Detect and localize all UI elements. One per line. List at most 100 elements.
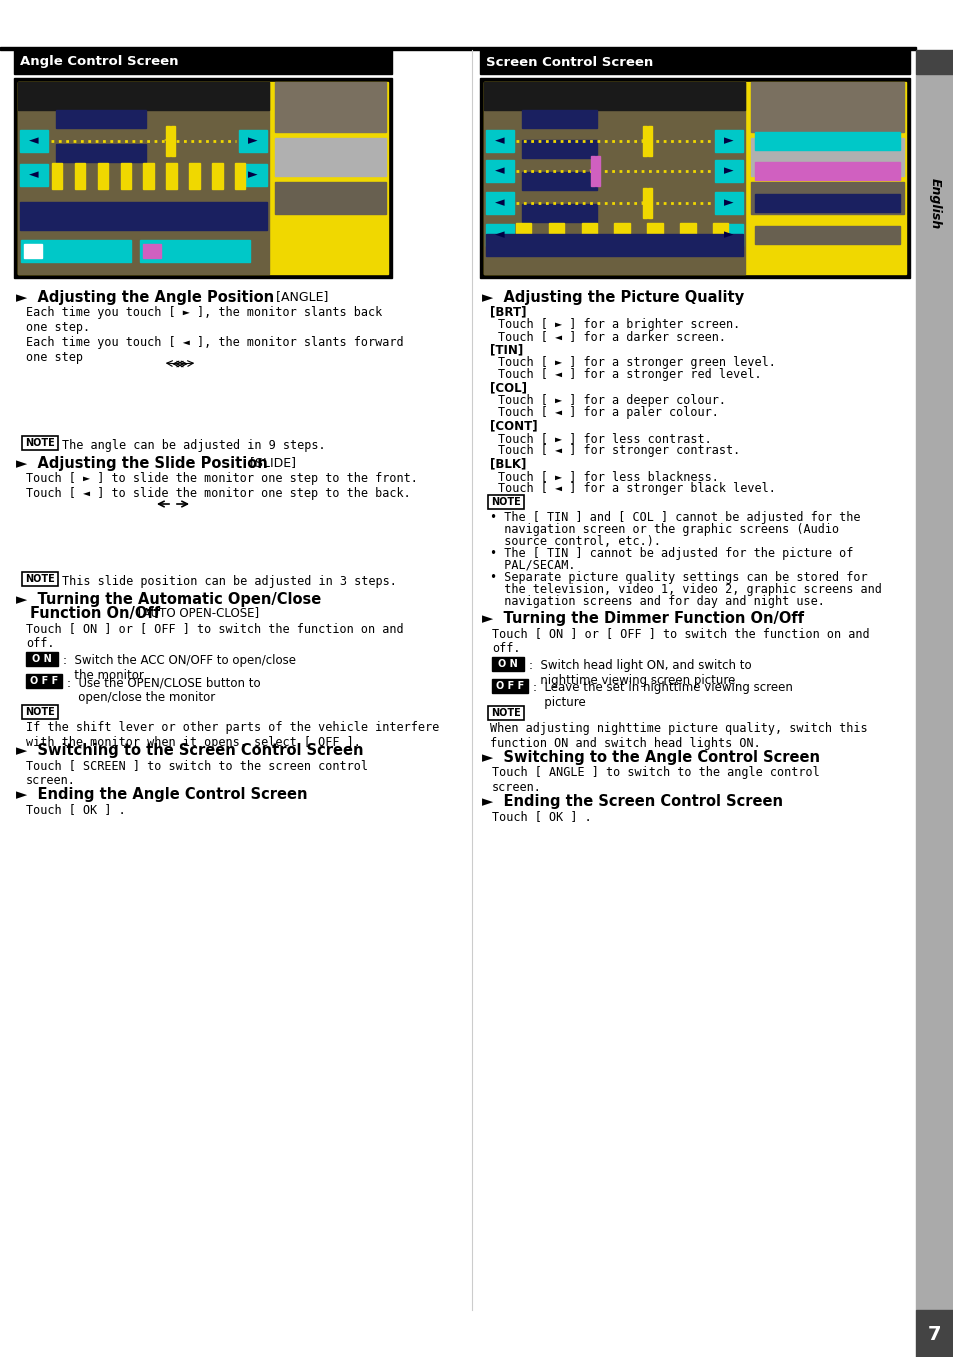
Text: ✛: ✛	[639, 136, 649, 147]
Text: O N: O N	[32, 654, 51, 664]
Text: O N: O N	[497, 660, 517, 669]
Text: the television, video 1, video 2, graphic screens and: the television, video 1, video 2, graphi…	[490, 584, 881, 596]
Bar	[714, 191, 742, 214]
Text: ►: ►	[248, 168, 257, 182]
Bar	[485, 233, 742, 256]
Text: NOTE: NOTE	[491, 708, 520, 718]
Text: Touch [ ON ] or [ OFF ] to switch the function on and
off.: Touch [ ON ] or [ OFF ] to switch the fu…	[492, 627, 869, 655]
Text: ►  Ending the Screen Control Screen: ► Ending the Screen Control Screen	[481, 794, 782, 809]
Bar	[56, 110, 146, 128]
Bar	[161, 550, 201, 565]
Bar	[516, 223, 531, 248]
Bar	[521, 204, 597, 223]
Bar	[171, 364, 189, 414]
Bar	[24, 244, 42, 258]
Text: Angle Control Screen: Angle Control Screen	[20, 56, 178, 68]
Text: PAL/SECAM.: PAL/SECAM.	[490, 559, 575, 573]
Text: When adjusting nighttime picture quality, switch this
function ON and switch hea: When adjusting nighttime picture quality…	[490, 722, 866, 750]
Bar	[485, 191, 514, 214]
Bar	[120, 163, 131, 189]
FancyBboxPatch shape	[22, 706, 58, 719]
Bar	[521, 110, 597, 128]
Text: • The [ TIN ] cannot be adjusted for the picture of: • The [ TIN ] cannot be adjusted for the…	[490, 547, 853, 560]
Bar	[14, 77, 392, 278]
Bar	[483, 81, 905, 274]
Text: Touch [ ◄ ] for a paler colour.: Touch [ ◄ ] for a paler colour.	[497, 406, 719, 419]
Text: [CONT]: [CONT]	[490, 419, 537, 432]
Text: ✛: ✛	[639, 198, 649, 208]
Text: • The [ TIN ] and [ COL ] cannot be adjusted for the: • The [ TIN ] and [ COL ] cannot be adju…	[490, 512, 860, 524]
Text: • Separate picture quality settings can be stored for: • Separate picture quality settings can …	[490, 571, 866, 584]
Bar	[750, 182, 903, 214]
FancyBboxPatch shape	[22, 436, 58, 451]
Text: ►: ►	[723, 134, 733, 148]
Text: [BRT]: [BRT]	[490, 305, 526, 318]
Text: [ANGLE]: [ANGLE]	[272, 290, 328, 303]
Text: Function On/Off: Function On/Off	[30, 607, 165, 622]
Bar	[647, 126, 651, 156]
Bar	[171, 126, 174, 156]
Text: :  Use the OPEN/CLOSE button to
   open/close the monitor: : Use the OPEN/CLOSE button to open/clos…	[67, 676, 260, 704]
Text: ◄: ◄	[30, 134, 39, 148]
Bar	[161, 414, 201, 429]
Bar	[20, 164, 48, 186]
Text: navigation screen or the graphic screens (Audio: navigation screen or the graphic screens…	[490, 522, 839, 536]
Bar	[143, 163, 153, 189]
Text: ►  Switching to the Screen Control Screen: ► Switching to the Screen Control Screen	[16, 744, 363, 759]
Bar	[647, 223, 662, 248]
Text: English: English	[927, 178, 941, 229]
Bar	[548, 223, 563, 248]
Bar	[485, 224, 514, 246]
Bar	[750, 81, 903, 132]
Text: ►: ►	[723, 228, 733, 242]
Text: ◄: ◄	[495, 228, 504, 242]
Text: ►  Adjusting the Slide Position: ► Adjusting the Slide Position	[16, 456, 268, 471]
Text: Touch [ SCREEN ] to switch to the screen control
screen.: Touch [ SCREEN ] to switch to the screen…	[26, 759, 368, 787]
Bar	[20, 130, 48, 152]
Text: Touch [ ► ] to slide the monitor one step to the front.
Touch [ ◄ ] to slide the: Touch [ ► ] to slide the monitor one ste…	[26, 472, 417, 499]
Bar	[26, 674, 62, 688]
Text: O F F: O F F	[496, 681, 523, 691]
Text: :  Switch the ACC ON/OFF to open/close
   the monitor: : Switch the ACC ON/OFF to open/close th…	[63, 654, 295, 683]
Bar	[642, 189, 646, 218]
Bar	[915, 1310, 953, 1357]
Text: ►  Turning the Dimmer Function On/Off: ► Turning the Dimmer Function On/Off	[481, 611, 803, 626]
Bar	[18, 81, 388, 274]
Bar	[590, 156, 595, 186]
Text: Touch [ ◄ ] for a stronger black level.: Touch [ ◄ ] for a stronger black level.	[497, 482, 775, 495]
Text: Touch [ ON ] or [ OFF ] to switch the function on and
off.: Touch [ ON ] or [ OFF ] to switch the fu…	[26, 622, 403, 650]
Bar	[274, 138, 386, 176]
Text: ►  Turning the Automatic Open/Close: ► Turning the Automatic Open/Close	[16, 592, 321, 607]
Bar	[56, 144, 146, 161]
Bar	[479, 50, 909, 75]
Text: ✛: ✛	[588, 166, 598, 176]
Bar	[274, 182, 386, 214]
Text: ◄: ◄	[495, 197, 504, 209]
Bar	[166, 126, 170, 156]
Bar	[166, 163, 176, 189]
Text: Touch [ ► ] for less contrast.: Touch [ ► ] for less contrast.	[497, 432, 711, 445]
Text: Touch [ OK ] .: Touch [ OK ] .	[492, 810, 591, 822]
Bar	[521, 172, 597, 190]
Bar	[714, 160, 742, 182]
Bar	[20, 202, 267, 229]
Bar	[26, 651, 58, 666]
Bar	[754, 194, 899, 212]
Text: This slide position can be adjusted in 3 steps.: This slide position can be adjusted in 3…	[62, 575, 396, 589]
Bar	[0, 47, 915, 50]
Bar	[21, 240, 131, 262]
Bar	[52, 163, 62, 189]
Bar	[492, 678, 527, 693]
Text: If the shift lever or other parts of the vehicle interfere
with the monitor when: If the shift lever or other parts of the…	[26, 721, 438, 749]
Bar	[754, 227, 899, 244]
Bar	[485, 160, 514, 182]
Text: navigation screens and for day and night use.: navigation screens and for day and night…	[490, 594, 824, 608]
Text: ►  Switching to the Angle Control Screen: ► Switching to the Angle Control Screen	[481, 750, 820, 765]
Text: ◄: ◄	[495, 164, 504, 178]
Bar	[483, 81, 744, 110]
Bar	[239, 130, 267, 152]
Bar	[754, 132, 899, 151]
Text: ✛: ✛	[163, 136, 172, 147]
Bar	[212, 163, 222, 189]
Text: NOTE: NOTE	[491, 497, 520, 508]
